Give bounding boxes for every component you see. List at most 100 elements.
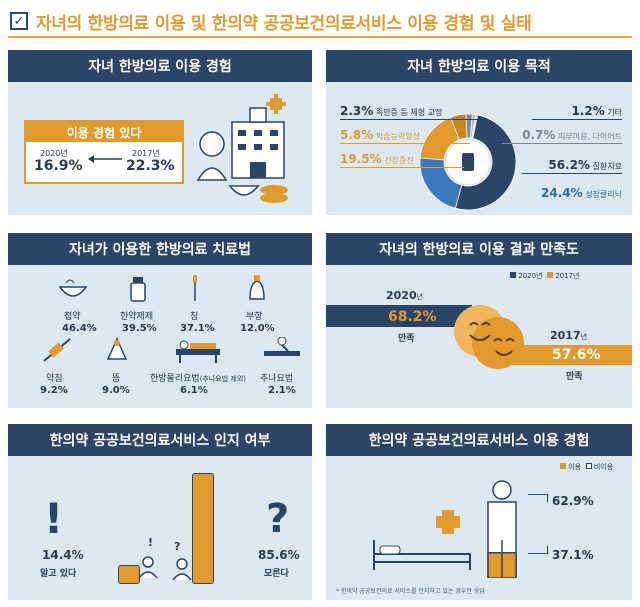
purpose-item-beauty: 0.7% 피부미용, 다이어트 (502, 128, 622, 144)
treatment-label: 약침 (46, 374, 63, 384)
page-title: 자녀의 한방의료 이용 및 한의약 공공보건의료서비스 이용 경험 및 실태 (36, 13, 532, 34)
purpose-growth-value: 24.4% (541, 186, 583, 200)
satisfaction-2017-value: 57.6% (552, 347, 601, 363)
person-icon (172, 558, 192, 580)
exclamation-small-icon: ! (148, 536, 154, 549)
treatment-label: 한약제제 (120, 312, 154, 322)
purpose-learning-label: 학습능력향상 (375, 132, 420, 141)
year-suffix: 년 (580, 333, 588, 341)
treatment-label: 뜸 (112, 374, 121, 384)
satisfaction-2017-year: 2017년 (550, 329, 587, 342)
legend-use-label: 이용 (568, 463, 582, 471)
satisfaction-2020-value: 68.2% (388, 309, 437, 325)
legend-2017-swatch (546, 272, 553, 278)
question-small-icon: ? (174, 540, 181, 553)
panel-public-service-usage: 한의약 공공보건의료서비스 이용 경험 이용 비이용 62.9% 37.1% *… (326, 424, 632, 600)
year-text: 2017 (550, 329, 581, 342)
acupuncture-needle-icon (193, 275, 197, 301)
purpose-item-treatment: 56.2% 질환치료 (522, 158, 622, 174)
usage-box: 이용 경험 있다 2020년 16.9% 2017년 22.3% (24, 120, 184, 184)
know-value: 14.4% (42, 548, 84, 562)
physical-therapy-bed-icon (176, 340, 220, 363)
year-2017-label: 2017년 (132, 149, 160, 158)
treatment-value: 39.5% (122, 323, 157, 334)
panel-header: 자녀의 한방의료 이용 결과 만족도 (326, 233, 632, 265)
usage-box-title: 이용 경험 있다 (26, 122, 182, 142)
medicine-bottle-icon (462, 153, 474, 171)
purpose-other-value: 1.2% (571, 104, 605, 118)
legend-2020-swatch (510, 272, 516, 278)
cupping-icon (249, 275, 265, 300)
year-suffix: 년 (416, 293, 424, 301)
year-2017-value: 22.3% (126, 158, 175, 174)
treatment-value: 12.0% (240, 323, 275, 334)
legend: 2020년 2017년 (510, 271, 579, 281)
treatment-label: 부항 (246, 312, 263, 322)
treatment-label: 한방물리요법(추나요법 제외) (150, 371, 246, 384)
purpose-donut-chart (419, 113, 517, 211)
panel-awareness: 한의약 공공보건의료서비스 인지 여부 ! 14.4% 알고 있다 ! ? ? … (8, 424, 312, 600)
treatment-label: 추나요법 (260, 374, 294, 384)
legend-nonuse-swatch (585, 463, 592, 469)
treatment-label: 침 (190, 312, 199, 322)
panel-header: 자녀 한방의료 이용 경험 (8, 50, 312, 82)
purpose-treatment-label: 질환치료 (592, 162, 622, 171)
satisfaction-bar-2020 (326, 305, 473, 327)
legend-use-swatch (560, 463, 566, 469)
purpose-item-health: 19.5% 건강증진 (340, 152, 464, 168)
dont-know-bar (192, 472, 214, 584)
know-bar (118, 565, 140, 584)
arrow-left-icon (88, 155, 122, 163)
purpose-health-value: 19.5% (340, 152, 382, 166)
legend: 이용 비이용 (560, 462, 613, 472)
treatment-label-text: 한방물리요법 (150, 374, 200, 384)
purpose-beauty-label: 피부미용, 다이어트 (558, 132, 622, 141)
dont-know-label: 모른다 (264, 569, 289, 579)
purpose-other-label: 기타 (607, 108, 622, 117)
legend-2020-label: 2020년 (518, 272, 543, 280)
purpose-posture-label: 족만증 등 체형 교정 (375, 108, 443, 117)
satisfaction-2017-label: 만족 (566, 372, 583, 382)
nonuse-value: 62.9% (552, 494, 594, 508)
dont-know-value: 85.6% (258, 548, 300, 562)
panel-header: 자녀가 이용한 한방의료 치료법 (8, 233, 312, 265)
treatment-value: 9.2% (40, 385, 68, 396)
purpose-learning-value: 5.8% (340, 128, 374, 142)
herbal-decoction-icon (58, 279, 88, 297)
footnote: * 한의약 공공보건의료 서비스를 인지하고 있는 경우만 응답 (336, 588, 485, 595)
purpose-item-posture: 2.3% 족만증 등 체형 교정 (340, 104, 480, 120)
satisfaction-bar-2017 (508, 345, 632, 365)
legend-2017-label: 2017년 (555, 272, 580, 280)
purpose-item-growth: 24.4% 성장클리닉 (514, 186, 622, 202)
person-icon (138, 556, 158, 578)
person-fill-chart (487, 480, 517, 578)
know-label: 알고 있다 (40, 569, 77, 579)
question-icon: ? (266, 496, 290, 542)
purpose-health-label: 건강증진 (384, 156, 414, 165)
moxibustion-icon (106, 337, 128, 360)
title-bar: ✓ 자녀의 한방의료 이용 및 한의약 공공보건의료서비스 이용 경험 및 실태 (8, 6, 632, 38)
panel-usage-purpose: 자녀 한방의료 이용 목적 2.3% 족만증 등 체형 교정 5.8% 학습능력… (326, 50, 632, 215)
panel-header: 자녀 한방의료 이용 목적 (326, 50, 632, 82)
purpose-growth-label: 성장클리닉 (585, 190, 622, 199)
panel-treatments: 자녀가 이용한 한방의료 치료법 첩약 46.4% 한약제제 39.5% 침 3… (8, 233, 312, 408)
leader-line (528, 494, 548, 502)
satisfaction-2020-year: 2020년 (386, 289, 423, 302)
panel-header: 한의약 공공보건의료서비스 인지 여부 (8, 424, 312, 456)
treatment-value: 2.1% (268, 385, 296, 396)
treatment-note: (추나요법 제외) (199, 375, 247, 383)
child-hospital-illustration (196, 94, 288, 203)
panel-usage-experience: 자녀 한방의료 이용 경험 이용 경험 있다 2020년 16.9% 2017년… (8, 50, 312, 215)
year-2020-label: 2020년 (40, 149, 68, 158)
legend-nonuse-label: 비이용 (593, 463, 614, 471)
purpose-beauty-value: 0.7% (522, 128, 556, 142)
use-value: 37.1% (552, 548, 594, 562)
herbal-medicine-bottle-icon (130, 277, 146, 302)
treatment-label: 첩약 (64, 312, 81, 322)
chuna-therapy-icon (264, 337, 300, 356)
treatment-value: 37.1% (180, 323, 215, 334)
treatment-value: 6.1% (180, 385, 208, 396)
year-text: 2020 (386, 289, 417, 302)
purpose-posture-value: 2.3% (340, 104, 374, 118)
treatment-value: 46.4% (62, 323, 97, 334)
